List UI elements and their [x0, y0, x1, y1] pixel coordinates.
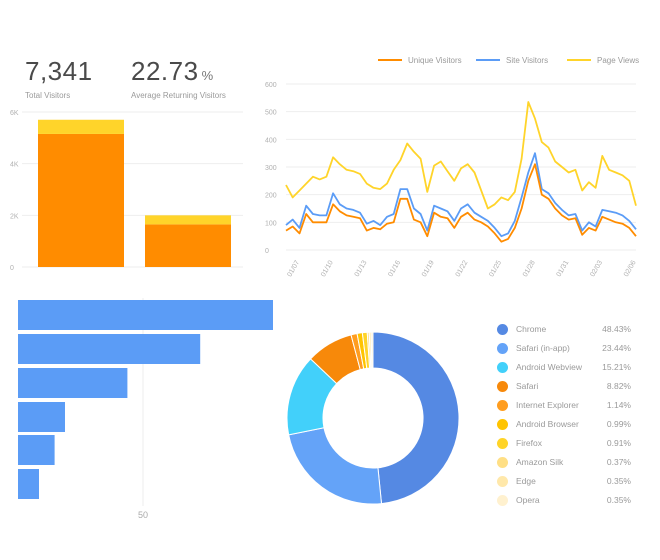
legend-dot: [497, 419, 508, 430]
legend-label: Chrome: [516, 324, 547, 334]
legend-label: Safari (in-app): [516, 343, 570, 353]
legend-value: 0.91%: [606, 438, 631, 448]
hbar-3[interactable]: [18, 402, 65, 432]
legend-item-safari-in-app[interactable]: Safari (in-app) 23.44%: [497, 342, 637, 356]
legend-dot: [497, 457, 508, 468]
legend-item-internet-explorer[interactable]: Internet Explorer 1.14%: [497, 399, 637, 413]
kpi-unit: %: [201, 68, 214, 83]
donut-slice-9[interactable]: [370, 331, 374, 369]
series-line-1[interactable]: [285, 152, 637, 238]
y-tick-label: 600: [265, 82, 277, 89]
legend-label: Edge: [516, 476, 536, 486]
legend-value: 0.37%: [606, 457, 631, 467]
legend-dot: [497, 495, 508, 506]
legend-dot: [497, 324, 508, 335]
y-tick-label: 100: [265, 220, 277, 227]
hbar-5[interactable]: [18, 469, 39, 499]
legend-item-edge[interactable]: Edge 0.35%: [497, 475, 637, 489]
legend-item-firefox[interactable]: Firefox 0.91%: [497, 437, 637, 451]
legend-item-android-webview[interactable]: Android Webview 15.21%: [497, 361, 637, 375]
legend-item-android-browser[interactable]: Android Browser 0.99%: [497, 418, 637, 432]
kpi-value: 7,341: [25, 56, 93, 86]
legend-dot: [497, 362, 508, 373]
bar-segment-1-1[interactable]: [145, 215, 231, 225]
legend-value: 0.35%: [606, 476, 631, 486]
legend-label: Firefox: [516, 438, 542, 448]
kpi-returning-visitors: 22.73% Average Returning Visitors: [131, 56, 226, 100]
legend-value: 23.44%: [602, 343, 631, 353]
bar-segment-1-0[interactable]: [145, 224, 231, 267]
legend-label: Internet Explorer: [516, 400, 579, 410]
kpi-value: 22.73: [131, 56, 199, 86]
legend-label: Android Browser: [516, 419, 579, 429]
kpi-label: Average Returning Visitors: [131, 91, 226, 100]
legend-label: Safari: [516, 381, 539, 391]
legend-value: 0.99%: [606, 419, 631, 429]
y-tick-label: 200: [265, 193, 277, 200]
hbar-4[interactable]: [18, 435, 55, 465]
legend-value: 8.82%: [606, 381, 631, 391]
bar-segment-0-0[interactable]: [38, 133, 124, 267]
legend-value: 1.14%: [606, 400, 631, 410]
legend-label: Android Webview: [516, 362, 582, 372]
y-tick-label: 400: [265, 137, 277, 144]
y-tick-label: 4K: [10, 162, 19, 169]
x-tick-label: 50: [138, 510, 148, 520]
y-tick-label: 0: [265, 248, 269, 255]
legend-value: 0.35%: [606, 495, 631, 505]
donut-slice-0[interactable]: [372, 331, 460, 505]
y-tick-label: 2K: [10, 213, 19, 220]
legend-label: Page Views: [597, 56, 639, 65]
series-line-2[interactable]: [285, 101, 637, 210]
legend-item-opera[interactable]: Opera 0.35%: [497, 494, 637, 508]
donut-slice-1[interactable]: [288, 427, 383, 505]
hbar-0[interactable]: [18, 300, 273, 330]
legend-label: Unique Visitors: [408, 56, 462, 65]
bar-segment-0-1[interactable]: [38, 119, 124, 134]
hbar-2[interactable]: [18, 368, 128, 398]
y-tick-label: 6K: [10, 110, 19, 117]
legend-dot: [497, 438, 508, 449]
legend-dot: [497, 400, 508, 411]
legend-dot: [497, 381, 508, 392]
y-tick-label: 500: [265, 110, 277, 117]
legend-label: Opera: [516, 495, 540, 505]
legend-item-amazon-silk[interactable]: Amazon Silk 0.37%: [497, 456, 637, 470]
legend-value: 15.21%: [602, 362, 631, 372]
kpi-label: Total Visitors: [25, 91, 71, 100]
series-line-0[interactable]: [285, 163, 637, 243]
hbar-1[interactable]: [18, 334, 201, 364]
legend-dot: [497, 343, 508, 354]
y-tick-label: 0: [10, 265, 14, 272]
legend-label: Amazon Silk: [516, 457, 564, 467]
legend-label: Site Visitors: [506, 56, 548, 65]
legend-dot: [497, 476, 508, 487]
kpi-total-visitors: 7,341 Total Visitors: [25, 56, 96, 100]
legend-item-chrome[interactable]: Chrome 48.43%: [497, 323, 637, 337]
y-tick-label: 300: [265, 165, 277, 172]
legend-value: 48.43%: [602, 324, 631, 334]
legend-item-safari[interactable]: Safari 8.82%: [497, 380, 637, 394]
